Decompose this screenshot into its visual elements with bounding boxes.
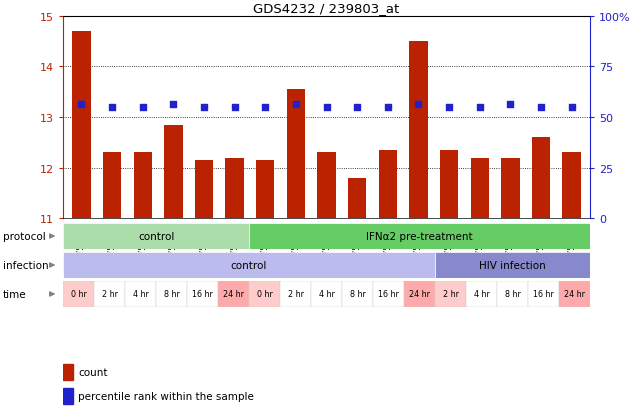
Bar bbox=[373, 281, 404, 308]
Point bbox=[567, 104, 577, 111]
Bar bbox=[63, 281, 94, 308]
Bar bbox=[410, 42, 428, 219]
Text: IFNα2 pre-treatment: IFNα2 pre-treatment bbox=[366, 231, 473, 242]
Text: time: time bbox=[3, 289, 27, 299]
Bar bbox=[164, 125, 182, 219]
Bar bbox=[249, 281, 280, 308]
Point bbox=[199, 104, 209, 111]
Bar bbox=[379, 151, 397, 219]
Bar bbox=[562, 153, 581, 219]
Bar bbox=[435, 252, 590, 279]
Bar bbox=[218, 281, 249, 308]
Bar bbox=[63, 364, 73, 380]
Bar bbox=[311, 281, 342, 308]
Text: 24 hr: 24 hr bbox=[564, 290, 585, 299]
Text: 2 hr: 2 hr bbox=[442, 290, 459, 299]
Point bbox=[291, 102, 301, 108]
Point bbox=[505, 102, 516, 108]
Text: 8 hr: 8 hr bbox=[505, 290, 521, 299]
Point bbox=[321, 104, 332, 111]
Bar bbox=[559, 281, 590, 308]
Text: 0 hr: 0 hr bbox=[71, 290, 86, 299]
Bar bbox=[286, 90, 305, 219]
Bar bbox=[249, 223, 590, 250]
Text: 4 hr: 4 hr bbox=[319, 290, 334, 299]
Bar bbox=[187, 281, 218, 308]
Bar bbox=[501, 158, 519, 219]
Bar bbox=[63, 388, 73, 404]
Bar bbox=[532, 138, 550, 219]
Point bbox=[76, 102, 86, 108]
Bar bbox=[348, 178, 367, 219]
Bar bbox=[317, 153, 336, 219]
Bar bbox=[156, 281, 187, 308]
Bar bbox=[63, 252, 435, 279]
Point bbox=[230, 104, 240, 111]
Bar bbox=[94, 281, 125, 308]
Point bbox=[444, 104, 454, 111]
Bar bbox=[280, 281, 311, 308]
Title: GDS4232 / 239803_at: GDS4232 / 239803_at bbox=[254, 2, 399, 15]
Text: 8 hr: 8 hr bbox=[163, 290, 179, 299]
Bar bbox=[134, 153, 152, 219]
Text: HIV infection: HIV infection bbox=[479, 260, 546, 271]
Bar bbox=[471, 158, 489, 219]
Text: 4 hr: 4 hr bbox=[474, 290, 490, 299]
Text: protocol: protocol bbox=[3, 231, 45, 242]
Text: 16 hr: 16 hr bbox=[192, 290, 213, 299]
Bar bbox=[225, 158, 244, 219]
Bar bbox=[63, 223, 249, 250]
Bar bbox=[440, 151, 458, 219]
Text: control: control bbox=[138, 231, 174, 242]
Text: 2 hr: 2 hr bbox=[288, 290, 304, 299]
Point bbox=[475, 104, 485, 111]
Bar bbox=[256, 161, 274, 219]
Bar bbox=[195, 161, 213, 219]
Bar bbox=[435, 281, 466, 308]
Text: control: control bbox=[231, 260, 268, 271]
Text: percentile rank within the sample: percentile rank within the sample bbox=[78, 391, 254, 401]
Point bbox=[107, 104, 117, 111]
Bar bbox=[528, 281, 559, 308]
Point bbox=[168, 102, 179, 108]
Text: 16 hr: 16 hr bbox=[533, 290, 554, 299]
Point bbox=[138, 104, 148, 111]
Text: 8 hr: 8 hr bbox=[350, 290, 365, 299]
Bar bbox=[125, 281, 156, 308]
Point bbox=[413, 102, 423, 108]
Bar bbox=[466, 281, 497, 308]
Point bbox=[536, 104, 546, 111]
Point bbox=[352, 104, 362, 111]
Text: 2 hr: 2 hr bbox=[102, 290, 117, 299]
Bar bbox=[497, 281, 528, 308]
Bar bbox=[73, 32, 91, 219]
Text: 24 hr: 24 hr bbox=[409, 290, 430, 299]
Point bbox=[260, 104, 270, 111]
Text: infection: infection bbox=[3, 260, 49, 271]
Bar bbox=[103, 153, 121, 219]
Text: count: count bbox=[78, 367, 108, 377]
Bar bbox=[404, 281, 435, 308]
Text: 16 hr: 16 hr bbox=[378, 290, 399, 299]
Text: 4 hr: 4 hr bbox=[133, 290, 148, 299]
Point bbox=[383, 104, 393, 111]
Bar bbox=[342, 281, 373, 308]
Text: 24 hr: 24 hr bbox=[223, 290, 244, 299]
Text: 0 hr: 0 hr bbox=[257, 290, 273, 299]
